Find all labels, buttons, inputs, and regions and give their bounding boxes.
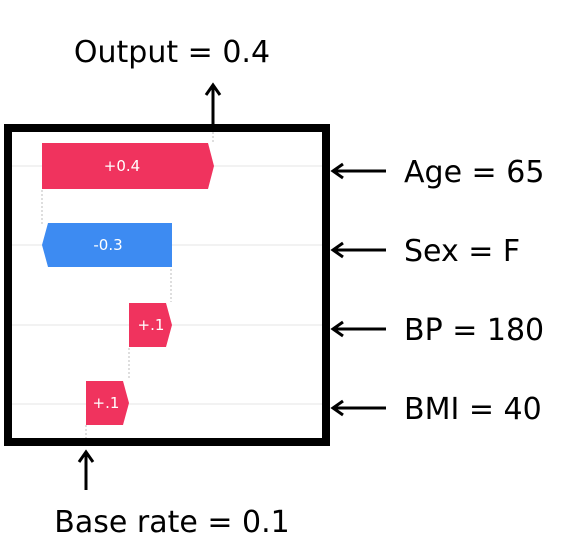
arrow-bmi [330, 399, 386, 417]
grid-lines [12, 165, 322, 405]
feature-label-sex: Sex = F [404, 234, 520, 269]
bar-bmi [86, 381, 129, 425]
model-frame [4, 124, 330, 446]
arrow-age [330, 162, 386, 180]
base-rate-arrow [77, 449, 95, 490]
arrow-bp [330, 320, 386, 338]
feature-label-bmi: BMI = 40 [404, 392, 542, 427]
bar-value-age: +0.4 [104, 157, 140, 175]
base-rate-label: Base rate = 0.1 [54, 505, 289, 540]
bar-value-bp: +.1 [138, 316, 165, 334]
bar-value-sex: -0.3 [93, 236, 122, 254]
bar-sex [42, 223, 172, 267]
bar-value-bmi: +.1 [93, 394, 120, 412]
bar-connectors [41, 128, 214, 438]
bar-age [42, 143, 214, 189]
arrow-sex [330, 241, 386, 259]
feature-arrows [330, 162, 386, 417]
feature-label-bp: BP = 180 [404, 313, 544, 348]
output-label: Output = 0.4 [74, 35, 270, 70]
feature-label-age: Age = 65 [404, 155, 544, 190]
bar-group [42, 143, 214, 425]
bar-bp [129, 303, 172, 347]
output-arrow [204, 82, 222, 124]
